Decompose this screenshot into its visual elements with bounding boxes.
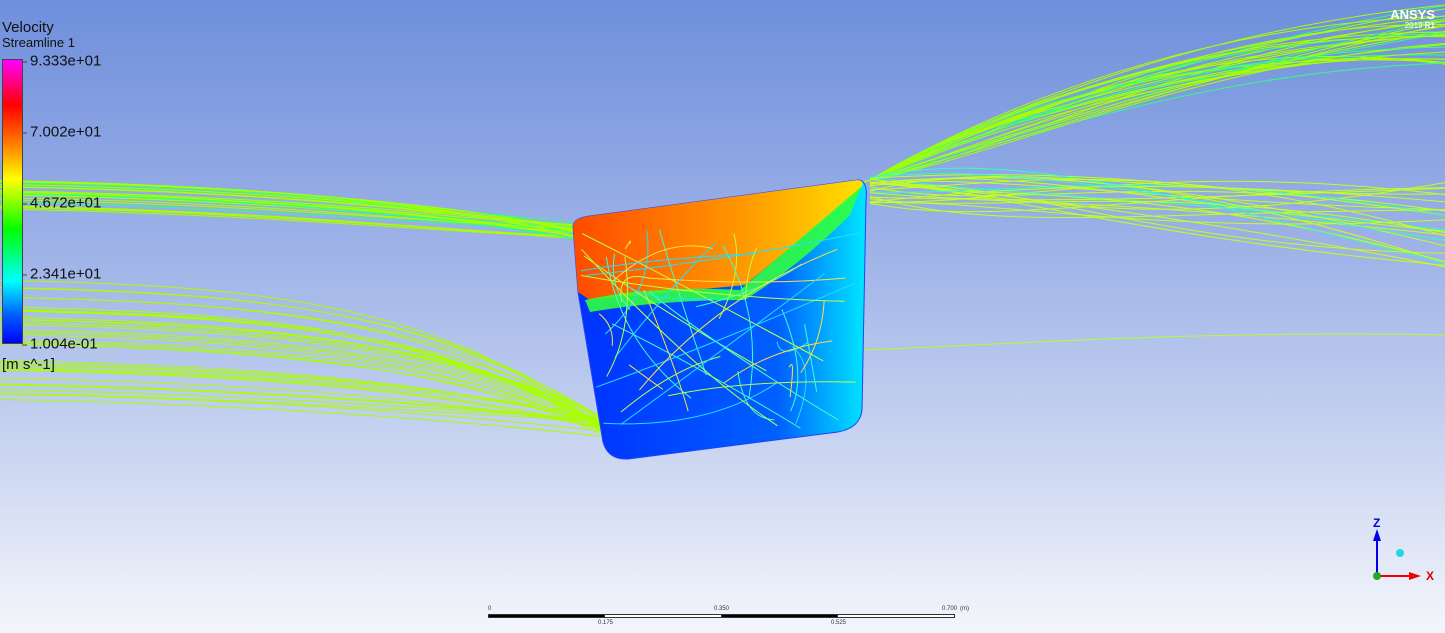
streamline — [580, 274, 845, 302]
streamline — [586, 232, 860, 276]
axis-triad[interactable] — [1365, 515, 1445, 585]
streamline — [869, 176, 1445, 231]
streamline — [598, 313, 613, 346]
streamline — [0, 389, 611, 421]
streamline — [0, 364, 611, 421]
ansys-logo: ANSYS 2019 R1 — [1390, 8, 1435, 30]
streamline — [613, 245, 713, 282]
streamline — [0, 398, 611, 438]
logo-brand: ANSYS — [1390, 7, 1435, 22]
streamline — [0, 331, 611, 430]
streamline — [0, 339, 611, 429]
streamline — [724, 340, 833, 384]
streamline — [869, 196, 1445, 236]
streamline — [628, 364, 664, 390]
streamline — [620, 356, 721, 413]
streamline — [0, 368, 611, 430]
streamline — [626, 284, 717, 300]
streamline — [695, 263, 802, 308]
streamline — [620, 272, 826, 425]
streamline — [781, 309, 799, 412]
streamline — [614, 242, 716, 358]
streamline — [788, 363, 793, 398]
streamline — [722, 245, 754, 399]
legend-subtitle: Streamline 1 — [2, 35, 75, 50]
streamline — [0, 287, 611, 429]
x-axis-label: X — [1426, 569, 1435, 583]
streamline — [643, 290, 689, 412]
streamline — [0, 392, 611, 423]
streamline — [658, 229, 707, 376]
streamline — [624, 240, 631, 250]
legend-tick: 2.341e+01 — [21, 265, 102, 283]
streamline — [581, 248, 778, 427]
legend-tick: 1.004e-01 — [22, 335, 98, 353]
streamline — [0, 383, 611, 423]
streamline — [869, 177, 1445, 232]
streamline — [0, 333, 611, 436]
streamline — [869, 187, 1445, 213]
logo-release: R1 — [1424, 21, 1435, 30]
streamline — [649, 291, 839, 421]
streamline — [603, 382, 777, 425]
streamline — [869, 178, 1445, 237]
streamline — [0, 329, 611, 427]
streamline — [668, 381, 856, 397]
streamline — [612, 253, 631, 310]
streamline — [869, 178, 1445, 210]
streamline — [0, 366, 611, 423]
scale-label: 0.525 — [831, 620, 847, 626]
streamline — [0, 306, 611, 437]
streamline — [869, 201, 1445, 225]
scale-label: 0.175 — [598, 620, 614, 626]
streamline — [611, 323, 801, 429]
streamline — [869, 173, 1445, 241]
z-axis-label: Z — [1373, 516, 1381, 530]
streamline — [604, 230, 649, 335]
legend-tick: 4.672e+01 — [21, 194, 102, 212]
streamline — [869, 180, 1445, 211]
streamline — [869, 183, 1445, 254]
streamline — [0, 321, 611, 423]
streamline — [649, 277, 846, 283]
streamlines-front — [580, 229, 860, 429]
streamline — [0, 360, 611, 428]
streamline — [583, 255, 767, 372]
streamline — [869, 167, 1445, 264]
streamline — [804, 324, 818, 392]
streamline — [0, 377, 611, 430]
streamline — [718, 233, 738, 319]
streamline — [0, 318, 611, 423]
scale-unit: (m) — [960, 606, 969, 612]
streamline — [580, 253, 754, 272]
streamline — [0, 393, 611, 433]
scale-label: 0.350 — [714, 606, 730, 612]
streamline — [869, 195, 1445, 218]
streamline — [639, 248, 838, 391]
legend-tick: 7.002e+01 — [21, 123, 102, 141]
scale-label: 0.700 — [942, 606, 958, 612]
streamline — [792, 346, 807, 424]
logo-version: 2019 — [1404, 21, 1423, 30]
color-bar — [2, 59, 23, 344]
legend-unit: [m s^-1] — [2, 356, 55, 373]
streamline — [596, 282, 856, 388]
streamline — [0, 310, 611, 433]
streamline — [859, 333, 1445, 351]
streamline — [800, 300, 825, 373]
streamline — [869, 187, 1445, 201]
scale-label: 0 — [488, 606, 492, 612]
legend-tick: 9.333e+01 — [21, 52, 102, 70]
streamline — [744, 248, 757, 300]
legend-title: Velocity — [2, 19, 54, 36]
streamline — [606, 256, 628, 377]
